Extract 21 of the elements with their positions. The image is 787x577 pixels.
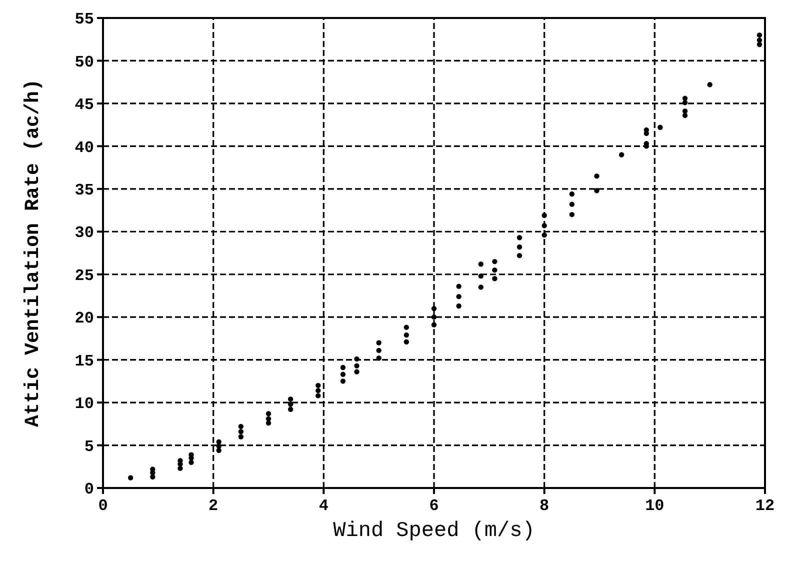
y-tick-label: 45 — [74, 96, 94, 114]
y-tick-label: 50 — [74, 53, 94, 72]
y-tick-label: 5 — [84, 438, 94, 456]
x-tick-label: 4 — [318, 497, 329, 515]
y-tick-label: 35 — [74, 182, 94, 200]
x-axis-title: Wind Speed (m/s) — [333, 520, 535, 543]
x-tick-label: 8 — [540, 497, 550, 515]
y-tick-label: 25 — [74, 266, 94, 285]
y-tick-label: 55 — [74, 10, 94, 29]
y-tick-label: 30 — [74, 224, 94, 242]
y-tick-label: 10 — [74, 395, 94, 414]
y-tick-label: 0 — [84, 480, 94, 499]
y-axis-title: Attic Ventilation Rate (ac/h) — [22, 78, 45, 428]
x-tick-label: 2 — [208, 497, 218, 515]
y-tick-label: 40 — [74, 138, 94, 157]
x-tick-label: 6 — [429, 497, 439, 515]
x-tick-label: 10 — [645, 497, 664, 515]
y-tick-label: 20 — [74, 310, 94, 328]
y-tick-label: 15 — [74, 352, 94, 370]
x-tick-label: 0 — [98, 497, 108, 515]
x-tick-label: 12 — [755, 497, 775, 515]
